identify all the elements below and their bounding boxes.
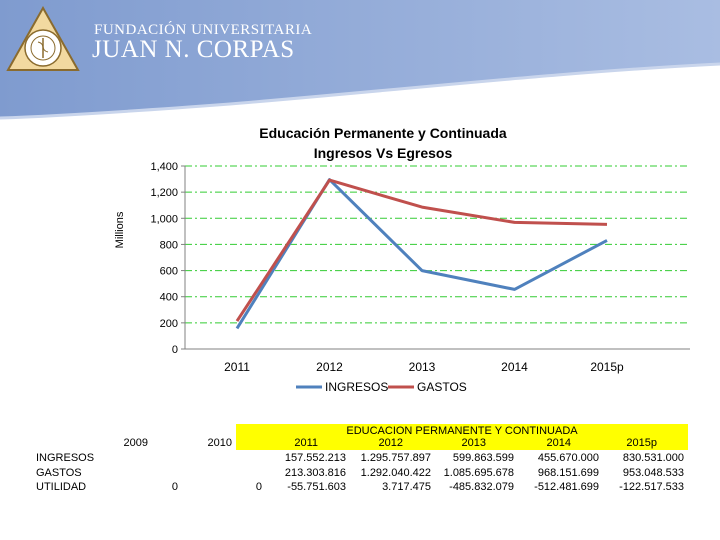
table-cell: 0 [171,481,178,493]
institution-seal-icon [6,6,80,71]
x-tick-label: 2012 [316,360,343,374]
x-tick-label: 2011 [224,360,250,374]
chart-title: Educación Permanente y Continuada [259,125,507,141]
table-year-header: 2013 [461,437,486,449]
table-cell: -122.517.533 [619,481,684,493]
y-tick-label: 0 [172,344,178,356]
table-year-header: 2012 [378,437,403,449]
table-row-label: GASTOS [36,467,82,479]
table-row-label: UTILIDAD [36,481,87,493]
table-cell: -485.832.079 [449,481,514,493]
table-cell: 1.292.040.422 [360,467,431,479]
table-cell: 455.670.000 [537,452,599,464]
table-cell: -55.751.603 [287,481,346,493]
table-year-header: 2014 [546,437,571,449]
x-tick-label: 2014 [501,360,528,374]
table-cell: 830.531.000 [622,452,684,464]
y-tick-label: 800 [160,239,178,251]
x-tick-label: 2013 [409,360,436,374]
grid-layer [181,165,690,350]
legend: INGRESOS GASTOS [296,380,467,394]
table-cell: 953.048.533 [622,467,684,479]
table-cell: 0 [255,481,262,493]
y-tick-label: 200 [160,318,178,330]
series-layer [235,178,608,330]
series-line-ingresos [235,178,608,330]
table-title: EDUCACION PERMANENTE Y CONTINUADA [346,425,578,437]
table-year-header: 2011 [294,437,318,449]
chart-subtitle: Ingresos Vs Egresos [314,145,453,161]
table-row-label: INGRESOS [36,452,95,464]
y-axis-label: Millions [114,211,126,248]
institution-name: JUAN N. CORPAS [92,36,295,63]
y-tick-layer: 0 200 400 600 800 1,000 1,200 1,400 [150,161,178,356]
table-cell: 1.085.695.678 [443,467,514,479]
line-chart: Educación Permanente y Continuada Ingres… [114,125,690,394]
y-tick-label: 600 [160,266,178,278]
table-year-header: 2010 [207,437,232,449]
table-cell: 968.151.699 [537,467,599,479]
legend-label-ingresos: INGRESOS [325,380,388,394]
x-tick-label: 2015p [590,360,624,374]
table-year-header: 2015p [626,437,657,449]
table-cell: 157.552.213 [284,452,346,464]
institution-line: FUNDACIÓN UNIVERSITARIA [94,22,313,38]
y-tick-label: 1,200 [150,187,178,199]
y-tick-label: 1,400 [150,161,178,173]
table-cell: 599.863.599 [452,452,514,464]
table-cell: 1.295.757.897 [360,452,431,464]
table-cell: 213.303.816 [284,467,346,479]
legend-label-gastos: GASTOS [417,380,467,394]
table-highlight [236,424,688,450]
table-cell: -512.481.699 [534,481,599,493]
y-tick-label: 1,000 [150,213,178,225]
table-cell: 3.717.475 [382,481,431,493]
series-line-gastos [235,178,608,322]
y-tick-label: 400 [160,292,178,304]
x-tick-layer: 2011 2012 2013 2014 2015p [224,360,624,374]
header-banner [0,0,720,120]
table-year-header: 2009 [123,437,148,449]
